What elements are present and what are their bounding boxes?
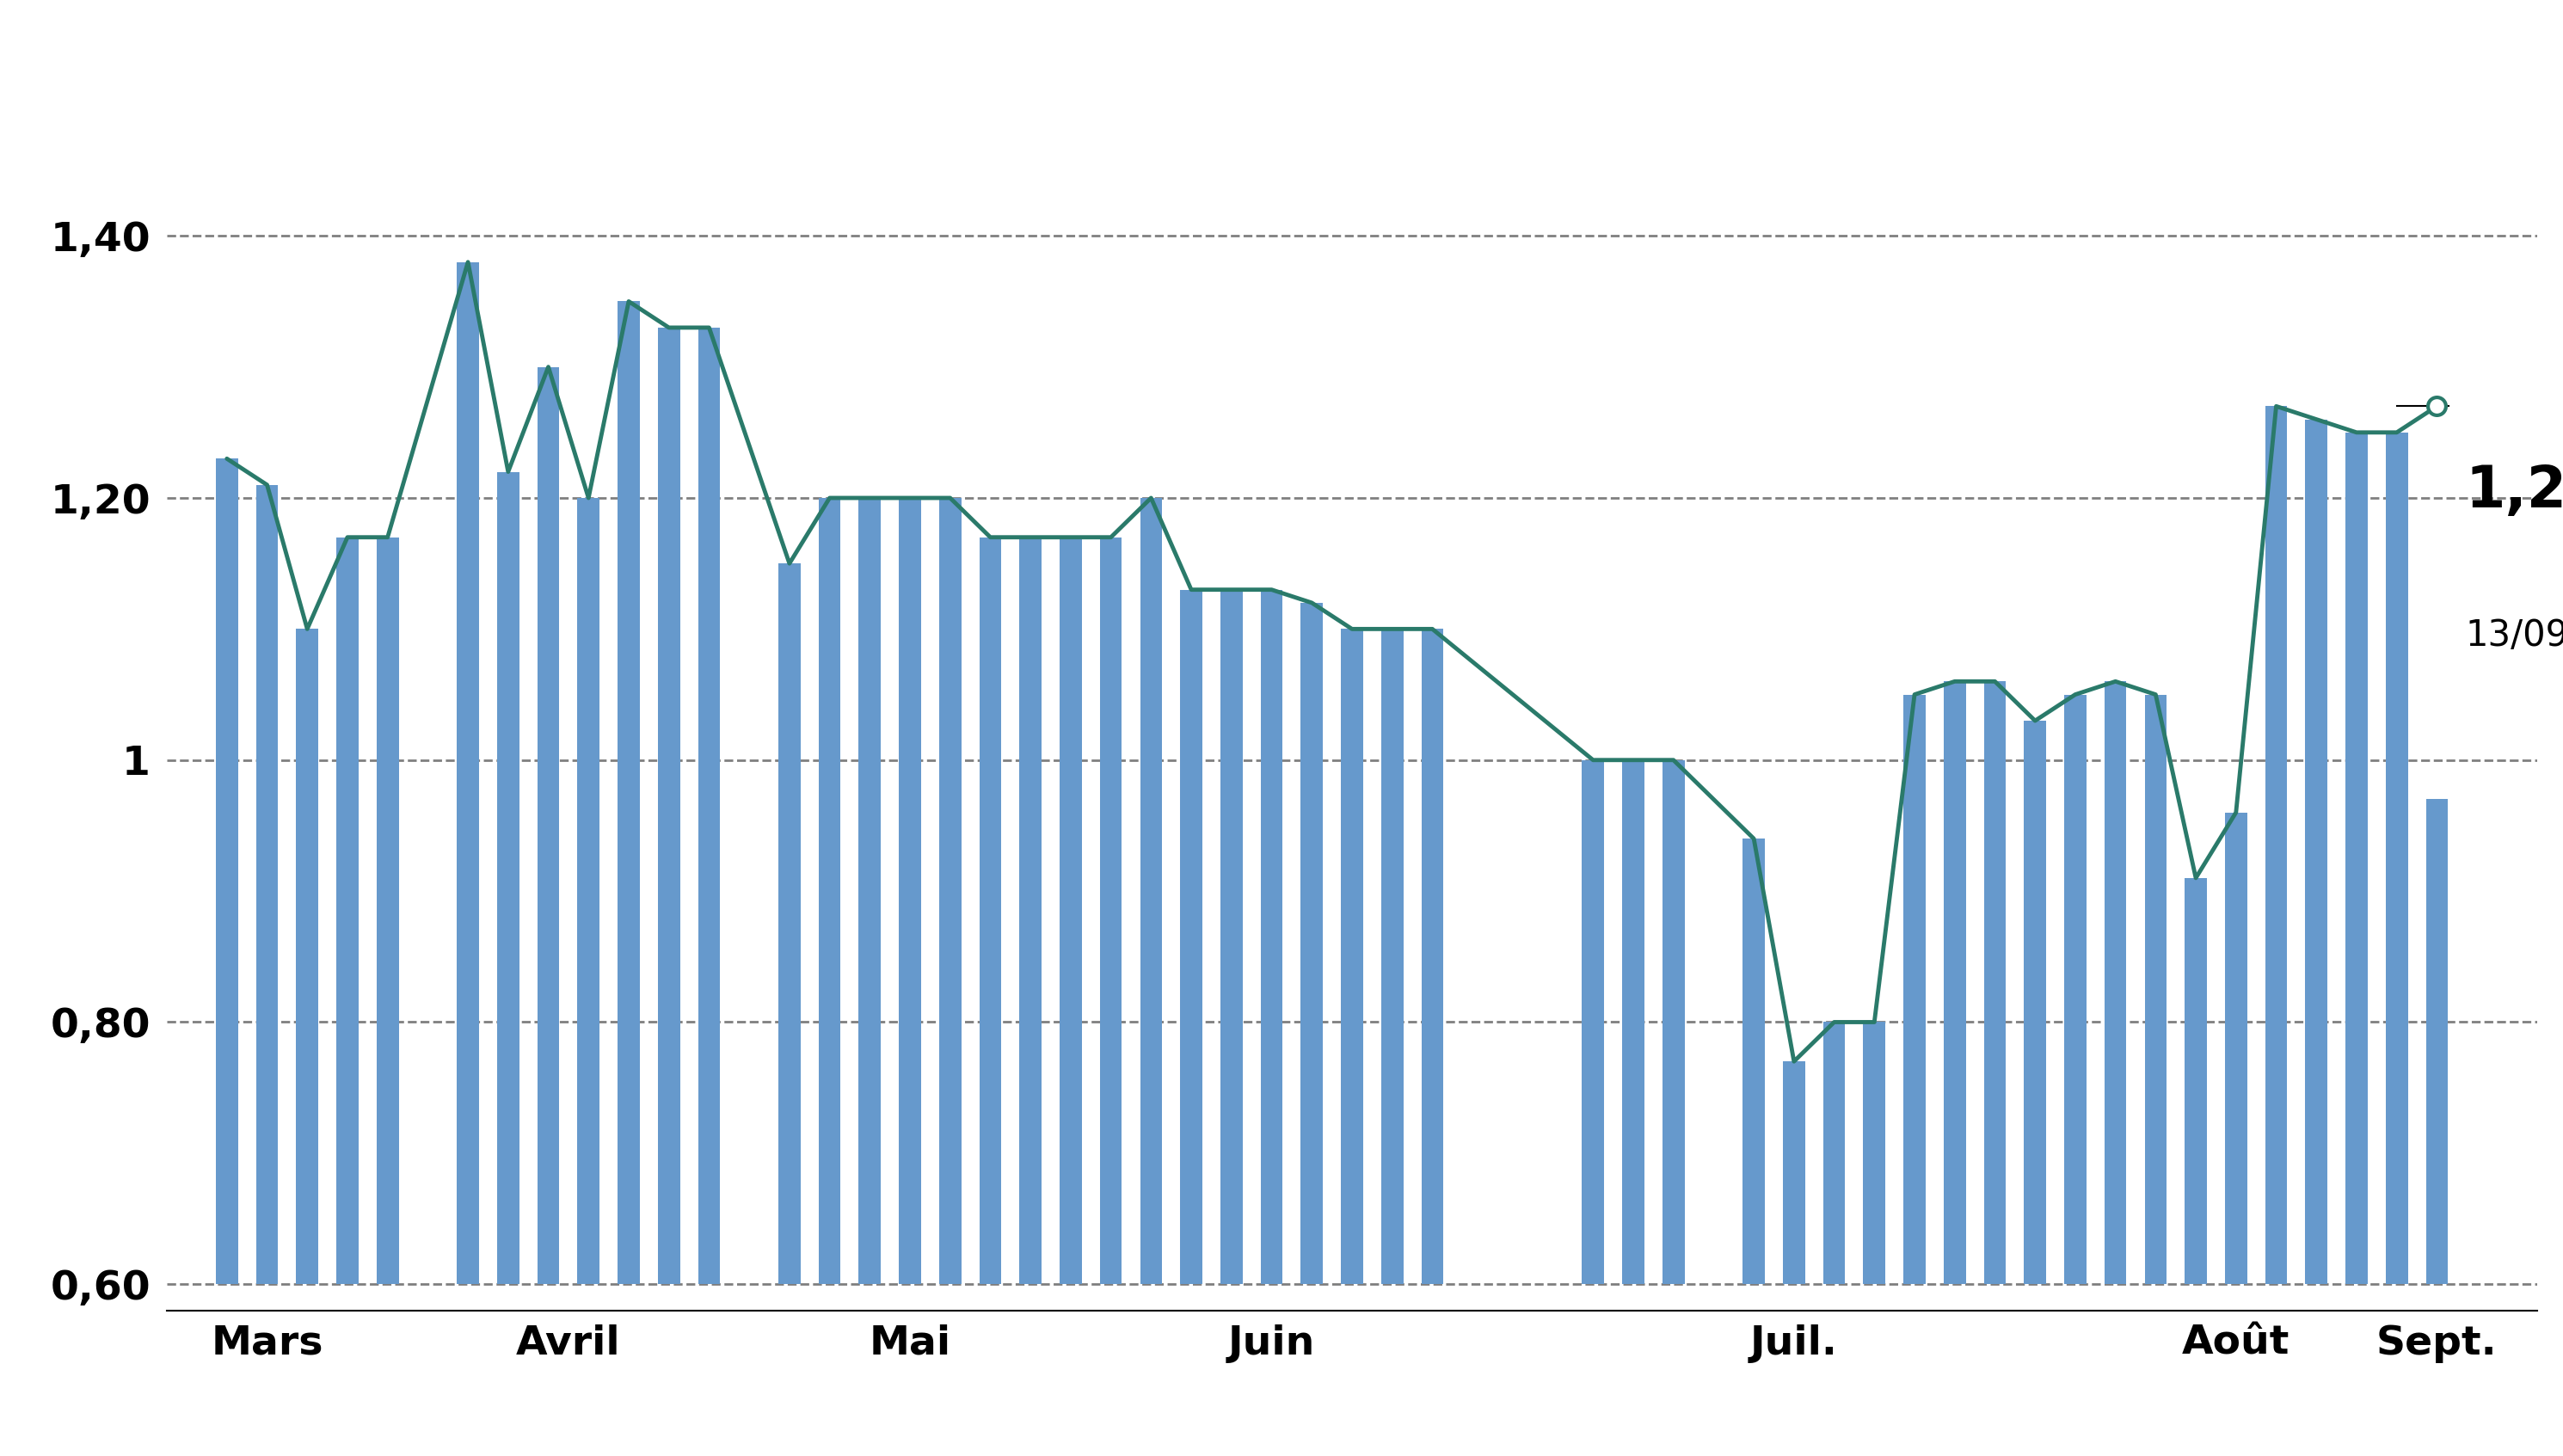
- Text: SODITECH: SODITECH: [1010, 16, 1553, 108]
- Bar: [577, 498, 600, 1284]
- Bar: [697, 328, 720, 1284]
- Bar: [1784, 1061, 1804, 1284]
- Bar: [818, 498, 841, 1284]
- Bar: [1622, 760, 1645, 1284]
- Bar: [497, 472, 520, 1284]
- Bar: [256, 485, 279, 1284]
- Bar: [1340, 629, 1364, 1284]
- Bar: [1220, 590, 1243, 1284]
- Bar: [2145, 695, 2166, 1284]
- Bar: [618, 301, 641, 1284]
- Bar: [979, 537, 1002, 1284]
- Bar: [1904, 695, 1925, 1284]
- Bar: [456, 262, 479, 1284]
- Bar: [859, 498, 882, 1284]
- Bar: [1141, 498, 1161, 1284]
- Bar: [1381, 629, 1402, 1284]
- Bar: [1743, 839, 1766, 1284]
- Bar: [1581, 760, 1604, 1284]
- Bar: [1943, 681, 1966, 1284]
- Bar: [1302, 603, 1323, 1284]
- Bar: [2025, 721, 2045, 1284]
- Bar: [2345, 432, 2368, 1284]
- Bar: [1663, 760, 1684, 1284]
- Bar: [215, 459, 238, 1284]
- Bar: [336, 537, 359, 1284]
- Bar: [1020, 537, 1041, 1284]
- Bar: [779, 563, 800, 1284]
- Bar: [2063, 695, 2086, 1284]
- Text: 1,27: 1,27: [2466, 463, 2563, 520]
- Bar: [297, 629, 318, 1284]
- Bar: [1261, 590, 1282, 1284]
- Bar: [2266, 406, 2286, 1284]
- Bar: [2184, 878, 2207, 1284]
- Bar: [377, 537, 400, 1284]
- Bar: [1179, 590, 1202, 1284]
- Bar: [2225, 812, 2248, 1284]
- Bar: [1984, 681, 2007, 1284]
- Bar: [659, 328, 679, 1284]
- Bar: [938, 498, 961, 1284]
- Bar: [1822, 1022, 1845, 1284]
- Bar: [1100, 537, 1123, 1284]
- Bar: [1059, 537, 1082, 1284]
- Bar: [538, 367, 559, 1284]
- Text: 13/09: 13/09: [2466, 617, 2563, 654]
- Bar: [2304, 419, 2327, 1284]
- Bar: [1422, 629, 1443, 1284]
- Bar: [2425, 799, 2448, 1284]
- Bar: [900, 498, 920, 1284]
- Bar: [2386, 432, 2407, 1284]
- Bar: [2104, 681, 2127, 1284]
- Bar: [1863, 1022, 1886, 1284]
